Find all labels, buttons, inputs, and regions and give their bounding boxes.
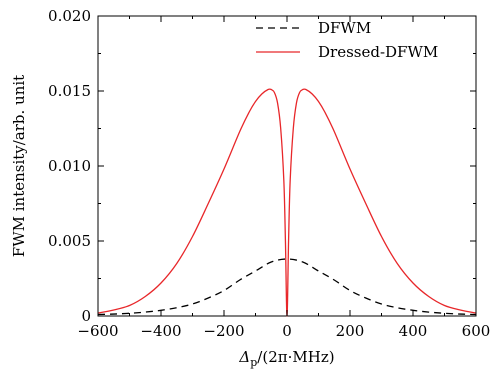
y-tick-label: 0.005: [48, 232, 91, 250]
x-tick-label: −600: [77, 322, 118, 340]
plot-area: −600 −400 −200 0 200 400 600 0 0.005 0.010 0.015 0.…: [48, 7, 490, 340]
legend-label-dfwm: DFWM: [318, 19, 371, 37]
series-layer: [97, 88, 477, 317]
y-tick-label: 0: [81, 307, 91, 325]
y-tick-label: 0.010: [48, 157, 91, 175]
plot-frame: [97, 15, 477, 317]
x-tick-label: −400: [140, 322, 181, 340]
x-tick-label: −200: [203, 322, 244, 340]
x-tick-label: 600: [462, 322, 491, 340]
series-line-dressed-dfwm: [97, 88, 477, 317]
ticks-layer: −600 −400 −200 0 200 400 600 0 0.005 0.010 0.015 0.…: [48, 7, 490, 340]
y-axis-title: FWM intensity/arb. unit: [10, 75, 28, 257]
x-axis-title-subscript: p: [250, 356, 257, 369]
y-tick-label: 0.015: [48, 82, 91, 100]
legend-label-dressed-dfwm: Dressed-DFWM: [318, 43, 438, 61]
x-axis-title-symbol: Δ: [238, 348, 250, 366]
legend: DFWM Dressed-DFWM: [256, 19, 438, 61]
x-tick-label: 200: [336, 322, 365, 340]
x-axis-title-unit: /(2π·MHz): [257, 348, 334, 366]
x-tick-label: 400: [399, 322, 428, 340]
x-tick-label: 0: [282, 322, 292, 340]
x-axis-title: Δp/(2π·MHz): [238, 348, 334, 369]
y-tick-label: 0.020: [48, 7, 91, 25]
